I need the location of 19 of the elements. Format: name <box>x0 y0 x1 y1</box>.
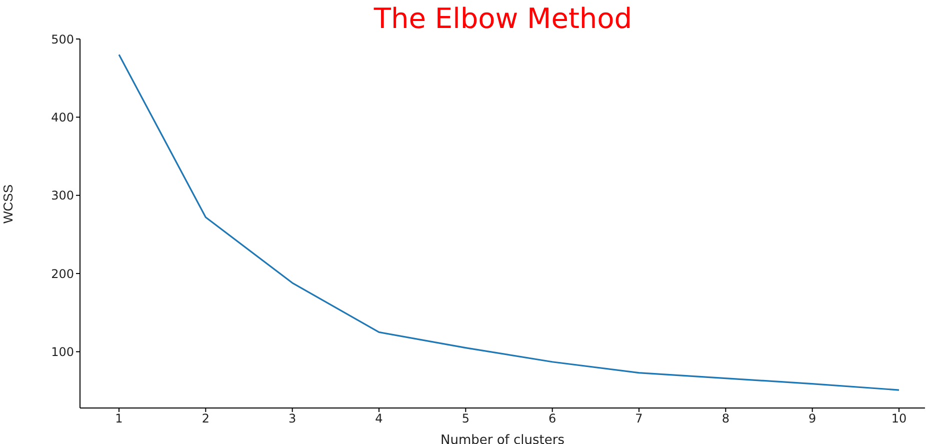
y-tick-label: 400 <box>51 110 74 124</box>
y-axis-title: WCSS <box>0 184 16 224</box>
y-tick-label: 100 <box>51 344 74 359</box>
x-tick-label: 1 <box>115 412 123 426</box>
x-tick-label: 9 <box>808 412 816 426</box>
y-tick-label: 200 <box>51 266 74 281</box>
x-tick-label: 6 <box>548 412 556 426</box>
chart-title: The Elbow Method <box>372 2 634 35</box>
x-axis-title: Number of clusters <box>440 433 565 444</box>
x-tick-label: 2 <box>202 412 210 426</box>
x-tick-label: 4 <box>375 412 383 426</box>
x-tick-label: 8 <box>722 412 730 426</box>
x-tick-label: 3 <box>288 412 296 426</box>
x-tick-label: 10 <box>891 412 907 426</box>
x-tick-label: 5 <box>462 412 470 426</box>
line-series <box>118 54 900 391</box>
y-tick-label: 500 <box>51 32 74 46</box>
x-tick-label: 7 <box>635 412 643 426</box>
y-tick-label: 300 <box>51 188 74 203</box>
